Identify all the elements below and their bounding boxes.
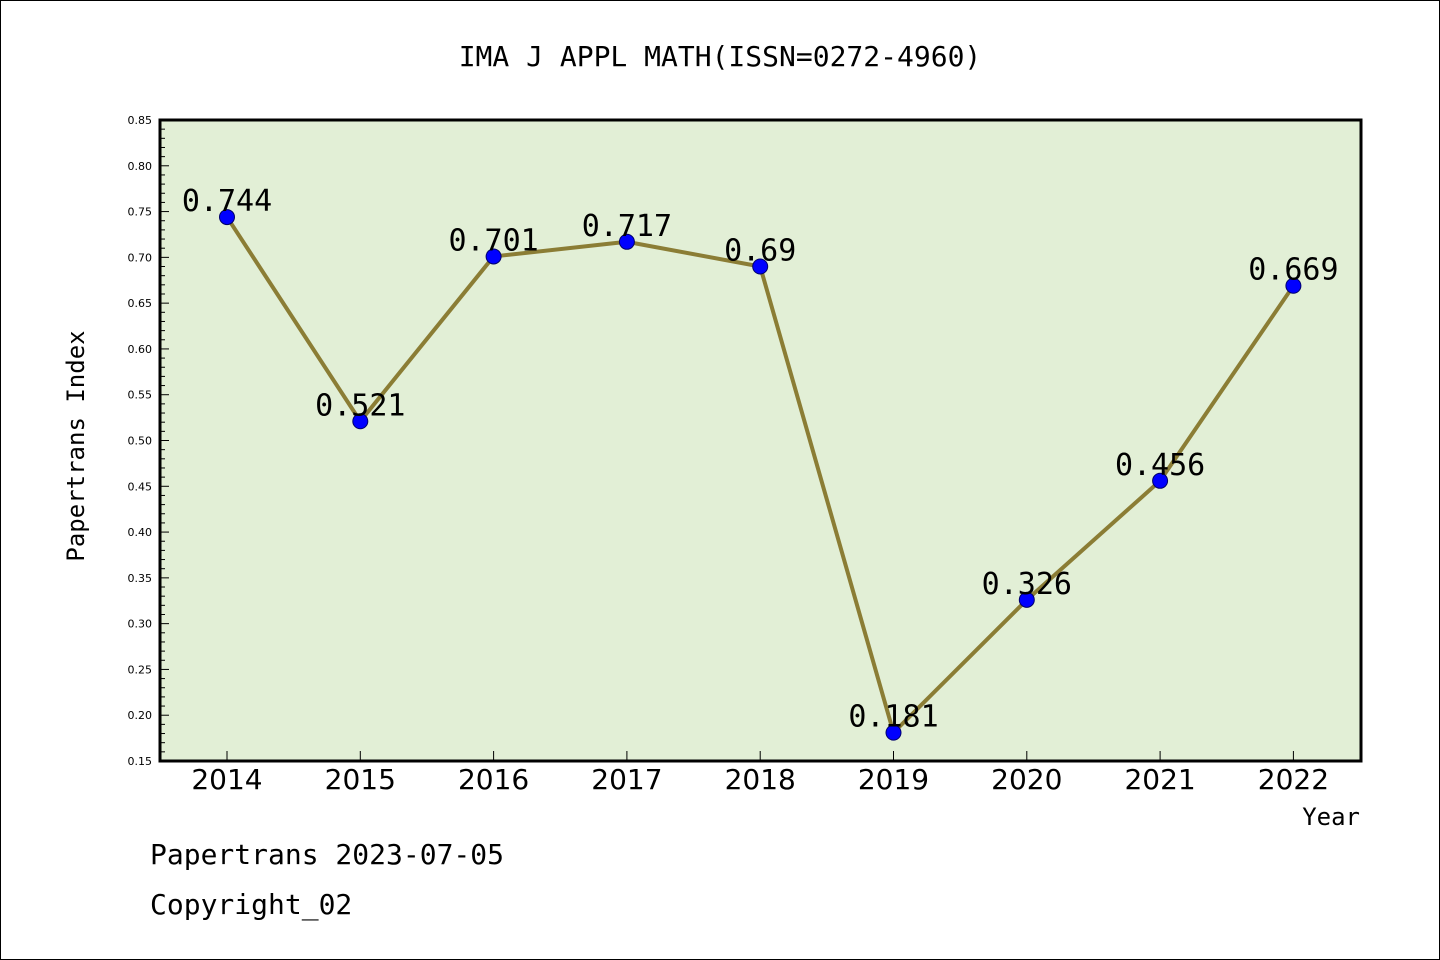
x-tick-label: 2020 xyxy=(991,763,1062,796)
y-tick-label: 0.75 xyxy=(128,206,153,219)
y-axis-label: Papertrans Index xyxy=(62,330,90,561)
data-point xyxy=(1285,277,1302,294)
y-tick-label: 0.15 xyxy=(128,755,153,768)
x-axis-label: Year xyxy=(1302,803,1360,831)
y-tick-label: 0.35 xyxy=(128,572,153,585)
y-tick-label: 0.45 xyxy=(128,480,153,493)
y-tick-label: 0.40 xyxy=(128,526,153,539)
data-label: 0.669 xyxy=(1248,253,1338,288)
data-point xyxy=(618,233,635,250)
y-tick-label: 0.25 xyxy=(128,663,153,676)
y-tick-label: 0.55 xyxy=(128,389,153,402)
x-tick-label: 2022 xyxy=(1258,763,1329,796)
data-point xyxy=(1152,472,1169,489)
y-axis: 0.15 0.20 0.25 0.30 0.35 0.40 0.45 0.50 0.55 0.60… xyxy=(128,114,169,768)
x-tick-label: 2014 xyxy=(191,763,262,796)
x-tick-label: 2015 xyxy=(325,763,396,796)
y-tick-label: 0.85 xyxy=(128,114,153,127)
x-axis: 2014 2015 2016 2017 2018 2019 2020 2021 2022 xyxy=(191,751,1329,796)
data-label: 0.326 xyxy=(982,567,1072,602)
plot-area xyxy=(160,120,1361,761)
data-label: 0.744 xyxy=(182,184,272,219)
data-point xyxy=(752,258,769,275)
data-point xyxy=(485,248,502,265)
x-tick-label: 2016 xyxy=(458,763,529,796)
data-point xyxy=(352,413,369,430)
y-tick-label: 0.80 xyxy=(128,160,153,173)
y-tick-label: 0.70 xyxy=(128,251,153,264)
x-tick-label: 2021 xyxy=(1124,763,1195,796)
data-point xyxy=(219,209,235,226)
y-tick-label: 0.60 xyxy=(128,343,153,356)
y-tick-label: 0.30 xyxy=(128,618,153,631)
data-point xyxy=(1018,591,1035,608)
data-label: 0.521 xyxy=(315,388,405,423)
x-tick-label: 2017 xyxy=(591,763,662,796)
y-tick-label: 0.50 xyxy=(128,435,153,448)
data-label: 0.701 xyxy=(448,223,538,258)
x-tick-label: 2018 xyxy=(725,763,796,796)
chart-title: IMA J APPL MATH(ISSN=0272-4960) xyxy=(459,40,982,73)
data-label: 0.181 xyxy=(848,700,938,735)
footer-date: Papertrans 2023-07-05 xyxy=(150,838,504,871)
data-label: 0.456 xyxy=(1115,448,1205,483)
data-point xyxy=(885,724,902,741)
plot-border xyxy=(158,118,1363,763)
data-label: 0.717 xyxy=(582,209,672,244)
y-tick-label: 0.65 xyxy=(128,297,153,310)
x-tick-label: 2019 xyxy=(858,763,929,796)
series-markers xyxy=(219,209,1302,741)
footer-copyright: Copyright_02 xyxy=(150,888,352,922)
data-labels: 0.744 0.521 0.701 0.717 0.69 0.181 0.326 0.456 0… xyxy=(182,184,1339,735)
data-label: 0.69 xyxy=(724,234,796,269)
y-tick-label: 0.20 xyxy=(128,709,153,722)
